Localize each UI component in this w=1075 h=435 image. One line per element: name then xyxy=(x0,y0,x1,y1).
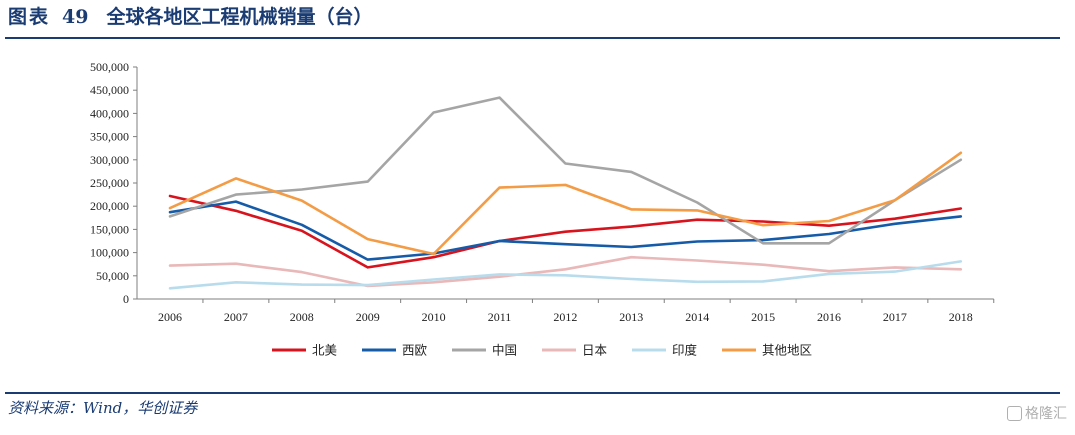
x-tick-label: 2006 xyxy=(158,310,182,324)
x-tick-label: 2017 xyxy=(883,310,907,324)
x-tick-label: 2009 xyxy=(356,310,380,324)
legend-label: 北美 xyxy=(312,344,337,358)
x-tick-label: 2011 xyxy=(488,310,512,324)
legend-label: 中国 xyxy=(492,343,517,358)
figure-number: 49 xyxy=(62,6,89,28)
x-tick-label: 2012 xyxy=(553,310,577,324)
y-tick-label: 250,000 xyxy=(90,176,129,190)
watermark-logo-icon xyxy=(1007,406,1022,421)
series-line xyxy=(168,200,963,261)
bottom-rule xyxy=(5,392,1060,394)
x-tick-label: 2007 xyxy=(224,310,248,324)
y-tick-label: 100,000 xyxy=(90,246,129,260)
y-tick-label: 0 xyxy=(123,292,129,306)
legend-label: 日本 xyxy=(582,344,608,358)
series-line xyxy=(168,255,963,288)
y-tick-label: 400,000 xyxy=(90,106,129,120)
legend-label: 其他地区 xyxy=(762,344,812,358)
series-line xyxy=(168,194,963,269)
figure-label: 图表 xyxy=(8,6,51,28)
axes: 0 50,000 100,000 150,000 200,000 250,000 300,0… xyxy=(90,60,995,324)
top-rule xyxy=(5,37,1060,39)
legend: 北美 西欧 中国 日本 印度 其他地区 xyxy=(272,343,812,358)
y-tick-label: 300,000 xyxy=(90,153,129,167)
figure-title-text: 全球各地区工程机械销量（台） xyxy=(106,6,373,28)
y-tick-label: 500,000 xyxy=(90,60,129,74)
x-tick-label: 2018 xyxy=(949,310,973,324)
x-tick-label: 2015 xyxy=(751,310,775,324)
line-chart: 0 50,000 100,000 150,000 200,000 250,000 300,0… xyxy=(90,60,995,358)
series-line xyxy=(168,96,963,245)
watermark-text: 格隆汇 xyxy=(1025,406,1067,422)
series-lines xyxy=(168,96,963,290)
x-tick-label: 2010 xyxy=(422,310,446,324)
x-tick-label: 2008 xyxy=(290,310,314,324)
y-tick-label: 200,000 xyxy=(90,199,129,213)
y-tick-label: 350,000 xyxy=(90,130,129,144)
series-line xyxy=(168,151,963,256)
y-tick-label: 450,000 xyxy=(90,83,129,97)
watermark: 格隆汇 xyxy=(1007,403,1067,423)
chart-title: 图表 49 全球各地区工程机械销量（台） xyxy=(8,2,372,32)
y-tick-label: 150,000 xyxy=(90,222,129,236)
x-tick-label: 2014 xyxy=(685,310,709,324)
series-line xyxy=(168,260,963,290)
legend-label: 印度 xyxy=(672,343,698,358)
x-tick-label: 2013 xyxy=(619,310,643,324)
source-note: 资料来源：Wind，华创证券 xyxy=(8,399,198,417)
y-tick-label: 50,000 xyxy=(96,269,129,283)
legend-label: 西欧 xyxy=(402,344,428,358)
x-tick-label: 2016 xyxy=(817,310,841,324)
